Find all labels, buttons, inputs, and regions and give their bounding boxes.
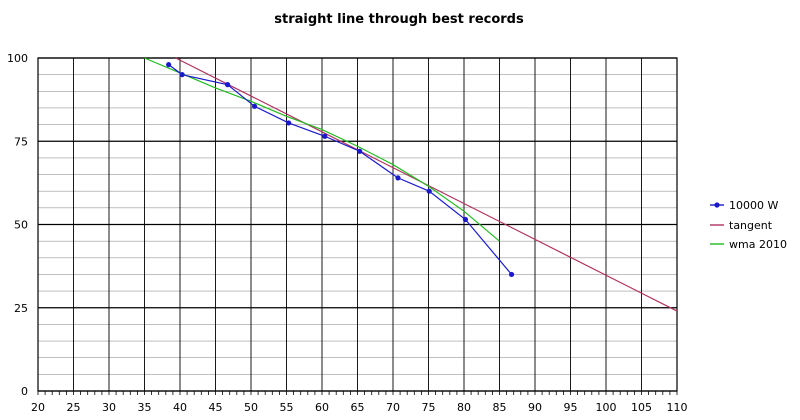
- x-tick-label: 40: [173, 401, 187, 414]
- y-tick-label: 75: [14, 135, 28, 148]
- data-point: [357, 148, 363, 154]
- data-point: [426, 188, 432, 194]
- x-tick-label: 50: [244, 401, 258, 414]
- x-tick-label: 110: [667, 401, 688, 414]
- y-tick-label: 0: [21, 385, 28, 398]
- x-tick-label: 75: [422, 401, 436, 414]
- x-tick-label: 20: [31, 401, 45, 414]
- data-point: [462, 216, 469, 223]
- x-tick-label: 25: [67, 401, 81, 414]
- x-tick-label: 105: [631, 401, 652, 414]
- x-tick-label: 55: [280, 401, 294, 414]
- data-point: [395, 175, 401, 181]
- data-point: [508, 271, 515, 278]
- data-point: [251, 103, 258, 109]
- x-tick-label: 90: [528, 401, 542, 414]
- x-tick-label: 45: [209, 401, 223, 414]
- x-tick-label: 35: [138, 401, 152, 414]
- series-line: [168, 64, 513, 275]
- x-tick-label: 80: [457, 401, 471, 414]
- x-tick-label: 95: [564, 401, 578, 414]
- chart-title: straight line through best records: [274, 12, 524, 27]
- y-tick-label: 25: [14, 302, 28, 315]
- legend: 10000 W tangent wma 2010: [710, 199, 787, 251]
- legend-label: 10000 W: [729, 199, 778, 212]
- data-point: [166, 62, 172, 68]
- legend-label: wma 2010: [729, 238, 787, 251]
- data-point: [179, 72, 185, 78]
- series-line: [144, 57, 500, 242]
- data-point: [286, 120, 292, 126]
- y-tick-label: 50: [14, 219, 28, 232]
- x-tick-label: 70: [386, 401, 400, 414]
- grid: [37, 57, 678, 392]
- series-layer: [144, 57, 678, 312]
- legend-marker: [714, 202, 720, 208]
- data-point: [224, 82, 231, 88]
- x-tick-label: 30: [102, 401, 116, 414]
- x-tick-label: 65: [351, 401, 365, 414]
- legend-label: tangent: [729, 219, 773, 232]
- x-tick-label: 60: [315, 401, 329, 414]
- axes: 20 25 30 35 40 45 50 55 60 65 70 75 80 85 90 95 100 105 11…: [7, 52, 688, 414]
- x-tick-label: 85: [493, 401, 507, 414]
- x-tick-label: 100: [596, 401, 617, 414]
- data-point: [322, 133, 328, 139]
- y-tick-label: 100: [7, 52, 28, 65]
